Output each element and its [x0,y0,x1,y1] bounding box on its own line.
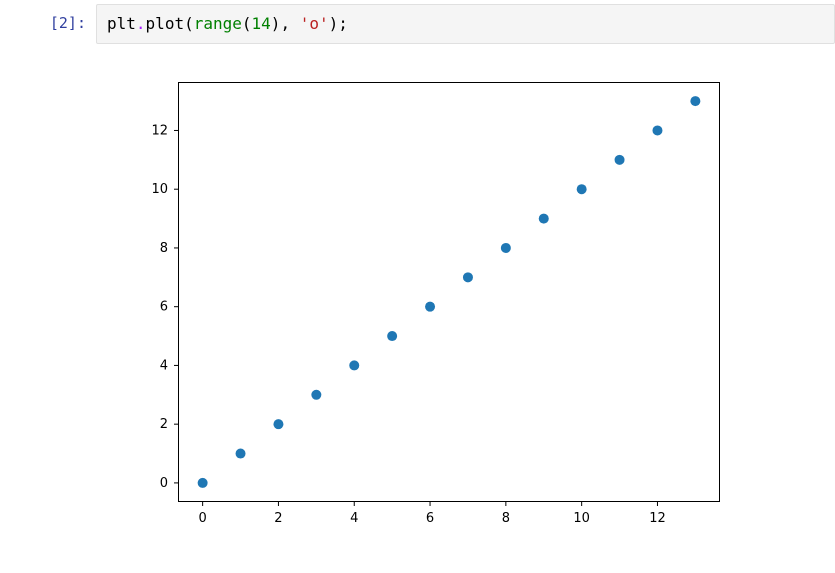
plot-background [178,82,720,502]
data-point [198,478,208,488]
cell-output-row: 0 2 4 6 8 10 12 0 2 4 6 8 10 12 [0,64,835,534]
y-tick-label: 0 [160,476,168,491]
code-token: ( [242,14,252,33]
y-tick-label: 4 [160,358,168,373]
plot-output: 0 2 4 6 8 10 12 0 2 4 6 8 10 12 [86,64,835,534]
y-tick-label: 8 [160,241,168,256]
input-prompt: [2]: [0,4,96,44]
notebook-page: [2]: plt.plot(range(14), 'o'); 024681012… [0,0,835,573]
cell-input-row: [2]: plt.plot(range(14), 'o'); [0,0,835,44]
data-point [615,155,625,165]
scatter-plot: 0 2 4 6 8 10 12 0 2 4 6 8 10 12 [116,64,731,534]
code-input[interactable]: plt.plot(range(14), 'o'); [96,4,835,44]
code-token: , [280,14,299,33]
x-tick-label: 8 [502,511,510,526]
code-token: 'o' [300,14,329,33]
data-point [690,96,700,106]
data-point [425,302,435,312]
data-point [236,449,246,459]
data-point [349,360,359,370]
data-point [539,214,549,224]
code-token: plt [107,14,136,33]
y-tick-label: 6 [160,300,168,315]
code-token: range [194,14,242,33]
y-tick-label: 10 [151,182,168,197]
x-tick-label: 12 [649,511,666,526]
code-token: ) [329,14,339,33]
x-tick-label: 10 [573,511,590,526]
x-tick-label: 0 [198,511,206,526]
code-token: ; [338,14,348,33]
x-tick-label: 2 [274,511,282,526]
data-point [652,125,662,135]
data-point [387,331,397,341]
code-token: 14 [252,14,271,33]
x-tick-label: 6 [426,511,434,526]
data-point [273,419,283,429]
data-point [577,184,587,194]
data-point [501,243,511,253]
y-tick-label: 2 [160,417,168,432]
y-tick-label: 12 [151,123,168,138]
code-token: ) [271,14,281,33]
code-token: . [136,14,146,33]
x-tick-label: 4 [350,511,358,526]
notebook-cell: [2]: plt.plot(range(14), 'o'); 024681012… [0,0,835,534]
data-point [311,390,321,400]
code-token: plot [146,14,185,33]
data-point [463,272,473,282]
code-token: ( [184,14,194,33]
